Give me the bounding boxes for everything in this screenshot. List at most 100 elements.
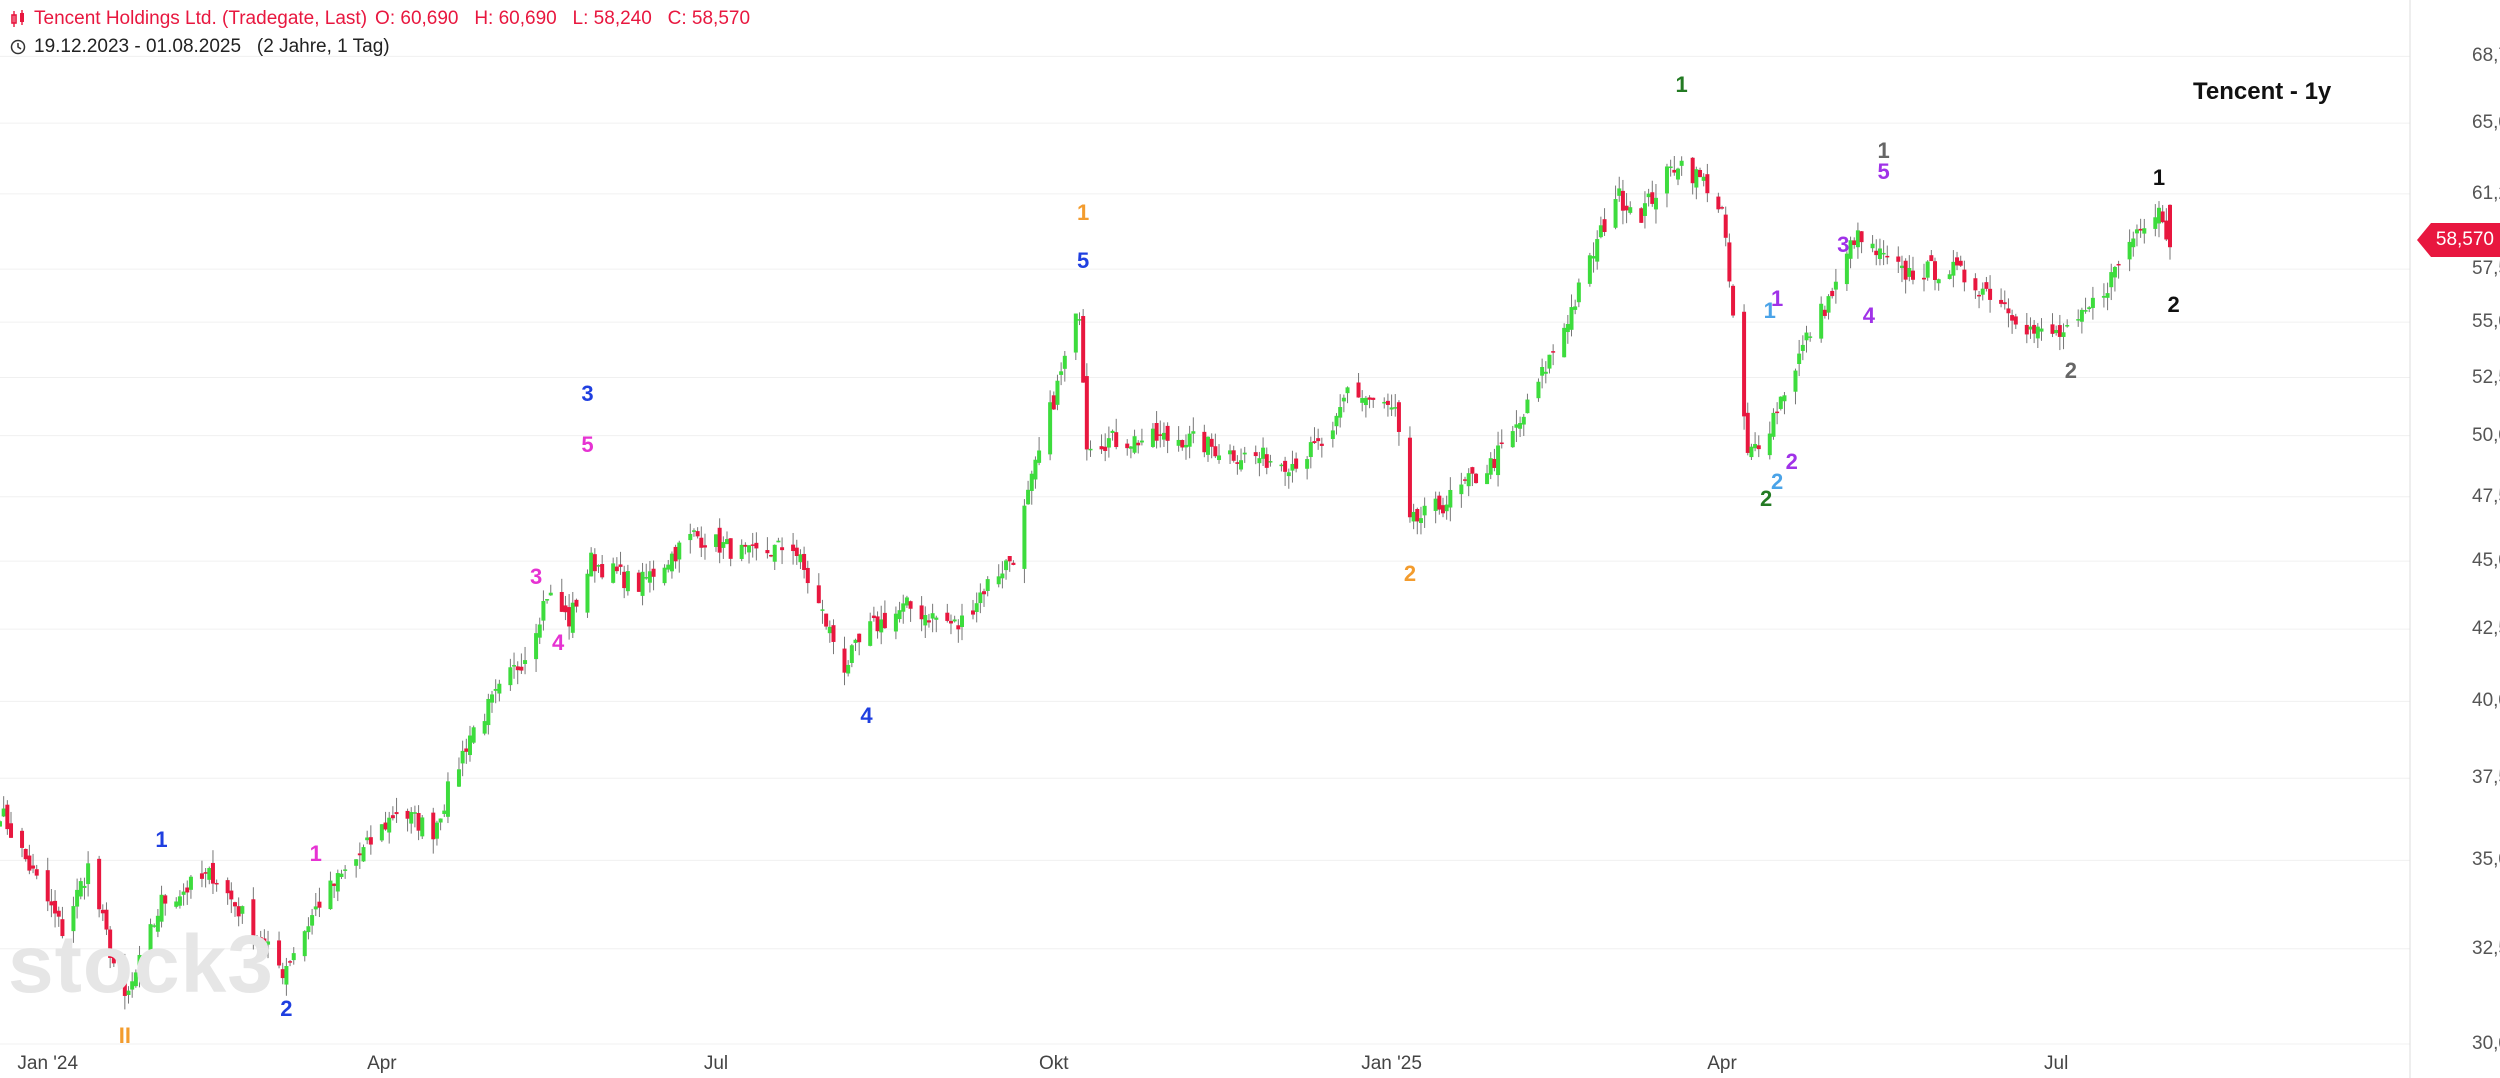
candle <box>207 866 212 885</box>
candle <box>152 923 157 928</box>
candle <box>1690 157 1695 195</box>
candle <box>280 962 285 985</box>
candle <box>1415 507 1420 535</box>
candle <box>2112 265 2117 292</box>
wave-label: 3 <box>1837 231 1850 257</box>
wave-label: 2 <box>2167 291 2180 317</box>
candle <box>1367 395 1372 409</box>
candle <box>1363 395 1368 418</box>
candle <box>974 592 979 623</box>
candle <box>1154 411 1159 449</box>
candle <box>210 850 215 895</box>
candle <box>34 864 39 880</box>
candle <box>1026 480 1031 505</box>
candle <box>1826 294 1831 320</box>
candle <box>1646 188 1651 207</box>
candle <box>60 906 65 939</box>
candle <box>802 546 807 579</box>
candle <box>1382 397 1387 409</box>
candle <box>1007 556 1012 572</box>
candle <box>1385 393 1390 417</box>
candle <box>1925 260 1930 281</box>
candle <box>879 605 884 645</box>
gridlines <box>0 55 2410 1045</box>
candle <box>849 643 854 668</box>
candle <box>1231 445 1236 463</box>
candle <box>1033 456 1038 489</box>
candle <box>1822 305 1827 319</box>
time-tick-label: Jan '24 <box>17 1053 79 1074</box>
candle <box>2160 205 2165 224</box>
candle <box>2032 319 2037 344</box>
candle <box>1742 304 1747 430</box>
candle <box>357 842 362 869</box>
candle <box>467 725 472 762</box>
candle <box>431 807 436 854</box>
candle <box>86 851 91 897</box>
candle <box>1859 231 1864 254</box>
candle <box>805 560 810 594</box>
candle <box>1540 358 1545 389</box>
candle <box>442 804 447 818</box>
candle <box>126 986 131 1004</box>
candle <box>699 526 704 557</box>
candle <box>600 554 605 580</box>
wave-label: 3 <box>529 564 543 590</box>
candle <box>1106 426 1111 458</box>
candle <box>1716 192 1721 213</box>
candle <box>335 869 340 902</box>
candle <box>559 578 564 613</box>
candle <box>1624 193 1629 224</box>
candle <box>1705 163 1710 203</box>
wave-label: 1 <box>1770 285 1784 311</box>
candle <box>673 544 678 569</box>
candle <box>1253 445 1258 465</box>
candle <box>310 908 315 935</box>
time-tick-label: Apr <box>367 1053 397 1074</box>
candle <box>1396 400 1401 446</box>
candle <box>225 877 230 905</box>
wave-label: 5 <box>1077 247 1090 273</box>
candle <box>996 564 1001 588</box>
candle <box>956 619 961 643</box>
wave-label: 1 <box>309 840 322 866</box>
wave-label: 3 <box>581 380 594 406</box>
date-range[interactable]: 19.12.2023 - 01.08.2025 (2 Jahre, 1 Tag) <box>34 36 390 57</box>
candle <box>2090 286 2095 320</box>
candle <box>130 972 135 998</box>
candle <box>725 531 730 545</box>
price-tick-label: 32,500 <box>2472 937 2500 959</box>
candle <box>1951 250 1956 288</box>
candle <box>108 926 113 969</box>
candle <box>137 945 142 988</box>
candle <box>1514 410 1519 443</box>
candle <box>163 893 168 916</box>
candle <box>240 905 245 924</box>
candle <box>519 653 524 674</box>
candle <box>9 811 14 839</box>
candle <box>434 820 439 846</box>
candle <box>1907 255 1912 282</box>
candle <box>2138 218 2143 238</box>
wave-label: 1 <box>1763 298 1776 324</box>
candle <box>816 573 821 604</box>
candle <box>251 887 256 950</box>
candle <box>1048 390 1053 461</box>
price-tick-label: 47,500 <box>2472 485 2500 507</box>
instrument-name[interactable]: Tencent Holdings Ltd. (Tradegate, Last) <box>34 8 368 29</box>
candle <box>343 865 348 879</box>
candle <box>904 595 909 608</box>
candle <box>1727 233 1732 288</box>
candle <box>1771 408 1776 440</box>
candle <box>1642 191 1647 229</box>
candle <box>2057 314 2062 351</box>
candle <box>512 652 517 679</box>
candle <box>882 600 887 629</box>
candle <box>2134 224 2139 247</box>
candle <box>1338 394 1343 428</box>
candle <box>1393 394 1398 417</box>
candle <box>1573 299 1578 315</box>
candle <box>1264 447 1269 475</box>
candle <box>1011 560 1016 566</box>
